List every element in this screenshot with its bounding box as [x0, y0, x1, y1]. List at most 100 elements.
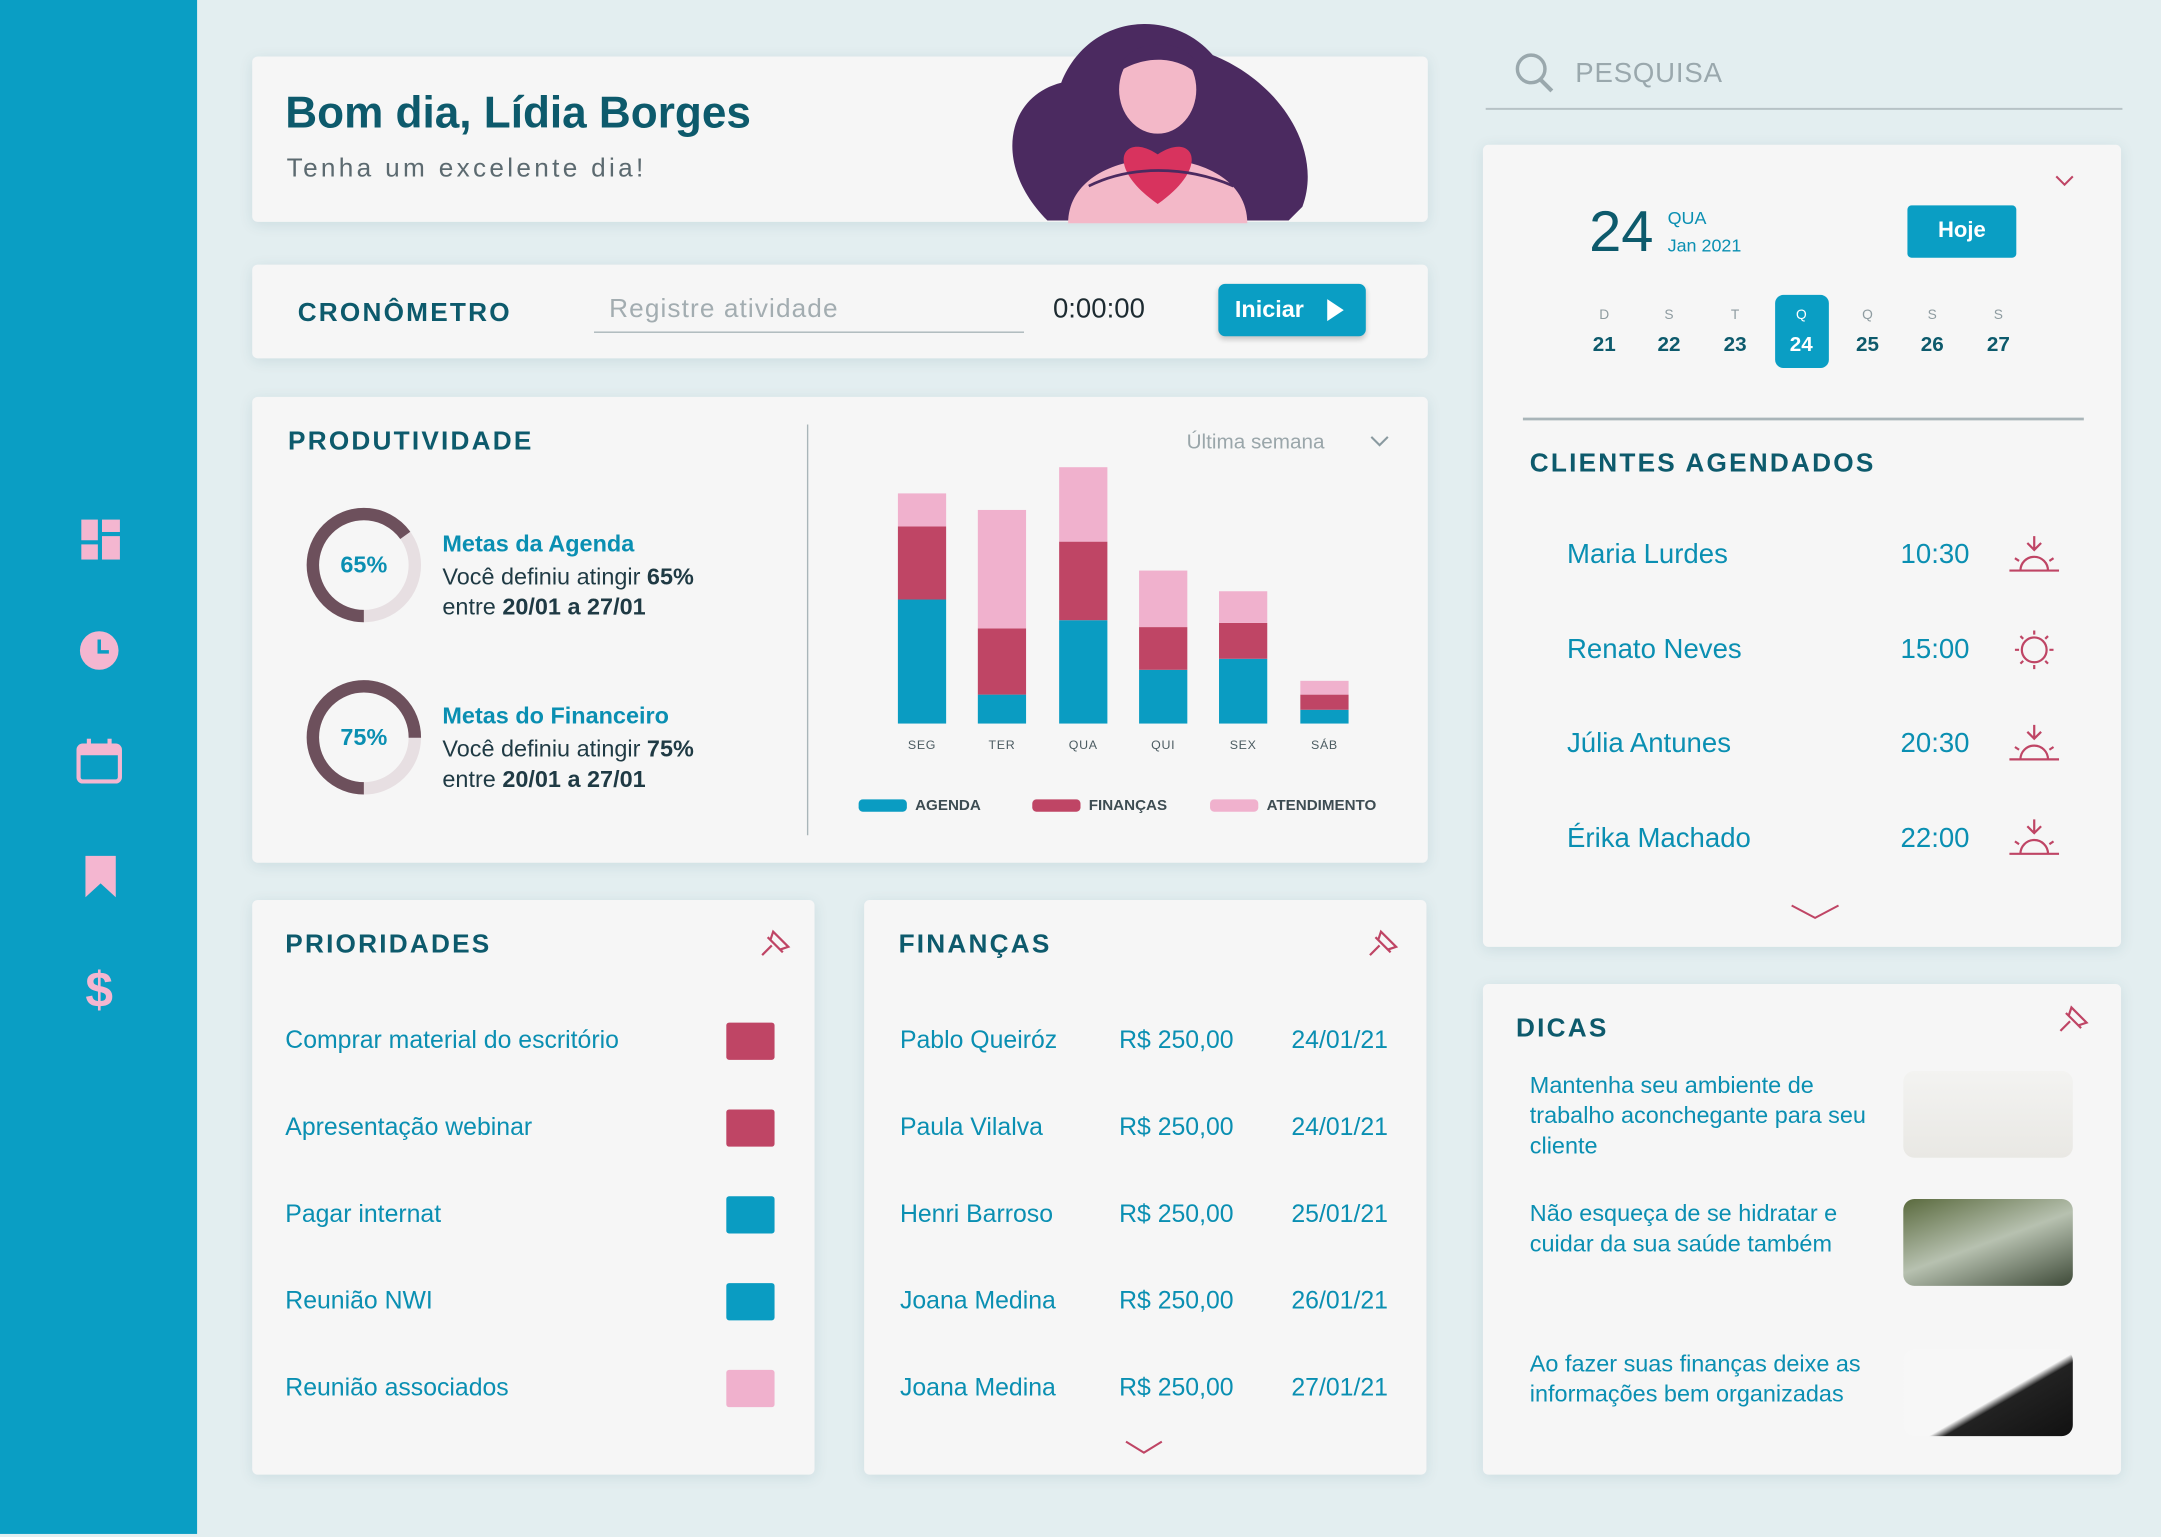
nav-dashboard[interactable]	[81, 519, 120, 560]
nav-calendar[interactable]	[76, 738, 122, 784]
time-icon	[2014, 630, 2054, 670]
finance-amount: R$ 250,00	[1119, 1026, 1234, 1054]
week-day[interactable]: 25	[1855, 332, 1879, 357]
tip-image	[1903, 1199, 2073, 1286]
client-time: 15:00	[1900, 633, 1970, 665]
bar-segment	[1300, 709, 1349, 724]
weekday-letter[interactable]: Q	[1862, 308, 1873, 324]
goal-range-line: entre 20/01 a 27/01	[442, 594, 645, 622]
nav-clock[interactable]	[79, 631, 119, 670]
x-tick-label: SEX	[1230, 738, 1257, 752]
today-button[interactable]: Hoje	[1907, 205, 2017, 258]
goal-title: Metas do Financeiro	[442, 702, 669, 730]
weekday-letter[interactable]: D	[1599, 308, 1610, 324]
donut-arc	[306, 507, 422, 623]
tip-image	[1903, 1349, 2073, 1437]
greeting: Bom dia, Lídia Borges	[285, 87, 751, 138]
pin-icon[interactable]	[1369, 929, 1399, 956]
activity-input[interactable]: Registre atividade	[609, 294, 839, 324]
time-icon	[2009, 724, 2060, 761]
goal-text-start: Você definiu atingir	[442, 735, 641, 763]
weekday-letter[interactable]: T	[1730, 308, 1740, 324]
client-name[interactable]: Maria Lurdes	[1567, 539, 1728, 570]
x-tick-label: QUA	[1069, 738, 1098, 752]
weekday-letter[interactable]: S	[1993, 308, 2003, 324]
bar-segment	[897, 526, 947, 600]
priority-color	[726, 1022, 775, 1060]
bar-segment	[1059, 467, 1108, 542]
tip-text[interactable]: Ao fazer suas finanças deixe as informaç…	[1529, 1350, 1861, 1408]
client-time: 22:00	[1900, 822, 1970, 854]
x-tick-label: QUI	[1151, 738, 1175, 752]
nav-icons: $	[76, 519, 122, 1018]
tip-text[interactable]: Mantenha seu ambiente de trabalho aconch…	[1529, 1072, 1866, 1160]
week-day[interactable]: 22	[1657, 332, 1681, 357]
client-time: 10:30	[1900, 539, 1970, 570]
priority-label[interactable]: Apresentação webinar	[285, 1112, 533, 1141]
week-day[interactable]: 26	[1920, 332, 1944, 357]
week-day[interactable]: 24	[1789, 332, 1813, 357]
priority-label[interactable]: Pagar internat	[285, 1199, 442, 1228]
finance-date: 24/01/21	[1291, 1026, 1388, 1054]
play-icon	[1327, 299, 1344, 322]
period-select[interactable]: Última semana	[1186, 430, 1325, 455]
priority-label[interactable]: Reunião NWI	[285, 1286, 433, 1315]
finance-date: 25/01/21	[1291, 1199, 1388, 1228]
timer-title: CRONÔMETRO	[297, 299, 512, 329]
legend-label: ATENDIMENTO	[1267, 797, 1377, 814]
legend-swatch	[858, 799, 907, 812]
priority-color	[726, 1369, 775, 1408]
priority-color	[726, 1109, 775, 1147]
bar-segment	[1139, 570, 1188, 628]
week-day[interactable]: 27	[1986, 332, 2010, 357]
dropdown-arrow[interactable]	[1370, 436, 1389, 447]
client-name[interactable]: Júlia Antunes	[1567, 728, 1731, 759]
more-arrow[interactable]	[1791, 904, 1840, 920]
time-icon	[2009, 819, 2060, 855]
priority-label[interactable]: Comprar material do escritório	[285, 1026, 619, 1054]
bar-segment	[1219, 591, 1268, 623]
goal-between: entre	[442, 594, 496, 621]
weekday-letter[interactable]: S	[1927, 308, 1937, 324]
search-input[interactable]: PESQUISA	[1575, 58, 1723, 89]
bar-segment	[1139, 669, 1188, 724]
tips-title: DICAS	[1516, 1014, 1609, 1044]
goal-percent: 75%	[646, 735, 694, 763]
nav-finance[interactable]: $	[85, 962, 113, 1018]
more-arrow[interactable]	[1125, 1440, 1163, 1454]
calendar-card	[1482, 144, 2122, 947]
calendar-weekday: QUA	[1667, 207, 1707, 229]
priorities-card	[252, 899, 815, 1475]
bar-segment	[1059, 541, 1108, 621]
goal-text: Você definiu atingir 75%	[442, 736, 693, 764]
clients-title: CLIENTES AGENDADOS	[1529, 449, 1876, 479]
pin-icon[interactable]	[2059, 1005, 2089, 1032]
tip-text[interactable]: Não esqueça de se hidratar e cuidar da s…	[1529, 1200, 1838, 1257]
x-tick-label: TER	[989, 738, 1016, 752]
client-time: 20:30	[1900, 728, 1970, 759]
nav-bookmark[interactable]	[85, 855, 116, 898]
weekday-letter[interactable]: Q	[1795, 308, 1807, 324]
client-name[interactable]: Renato Neves	[1567, 633, 1742, 665]
collapse-arrow[interactable]	[2055, 175, 2074, 187]
donut-label: 75%	[340, 724, 387, 750]
week-day[interactable]: 23	[1723, 332, 1747, 357]
legend-label: AGENDA	[915, 797, 981, 814]
weekday-letter[interactable]: S	[1664, 308, 1674, 324]
bar-segment	[1219, 622, 1268, 659]
finance-date: 26/01/21	[1291, 1286, 1388, 1315]
finance-amount: R$ 250,00	[1119, 1199, 1234, 1228]
goal-between: entre	[442, 766, 496, 793]
week-day[interactable]: 21	[1592, 332, 1616, 357]
search-icon[interactable]	[1515, 53, 1554, 93]
illustration	[1012, 24, 1308, 224]
priority-label[interactable]: Reunião associados	[285, 1373, 509, 1401]
client-name[interactable]: Érika Machado	[1567, 822, 1751, 854]
start-button[interactable]: Iniciar	[1218, 283, 1366, 337]
pin-icon[interactable]	[761, 929, 791, 956]
selected-day	[1775, 294, 1829, 368]
time-icon	[2009, 536, 2060, 572]
